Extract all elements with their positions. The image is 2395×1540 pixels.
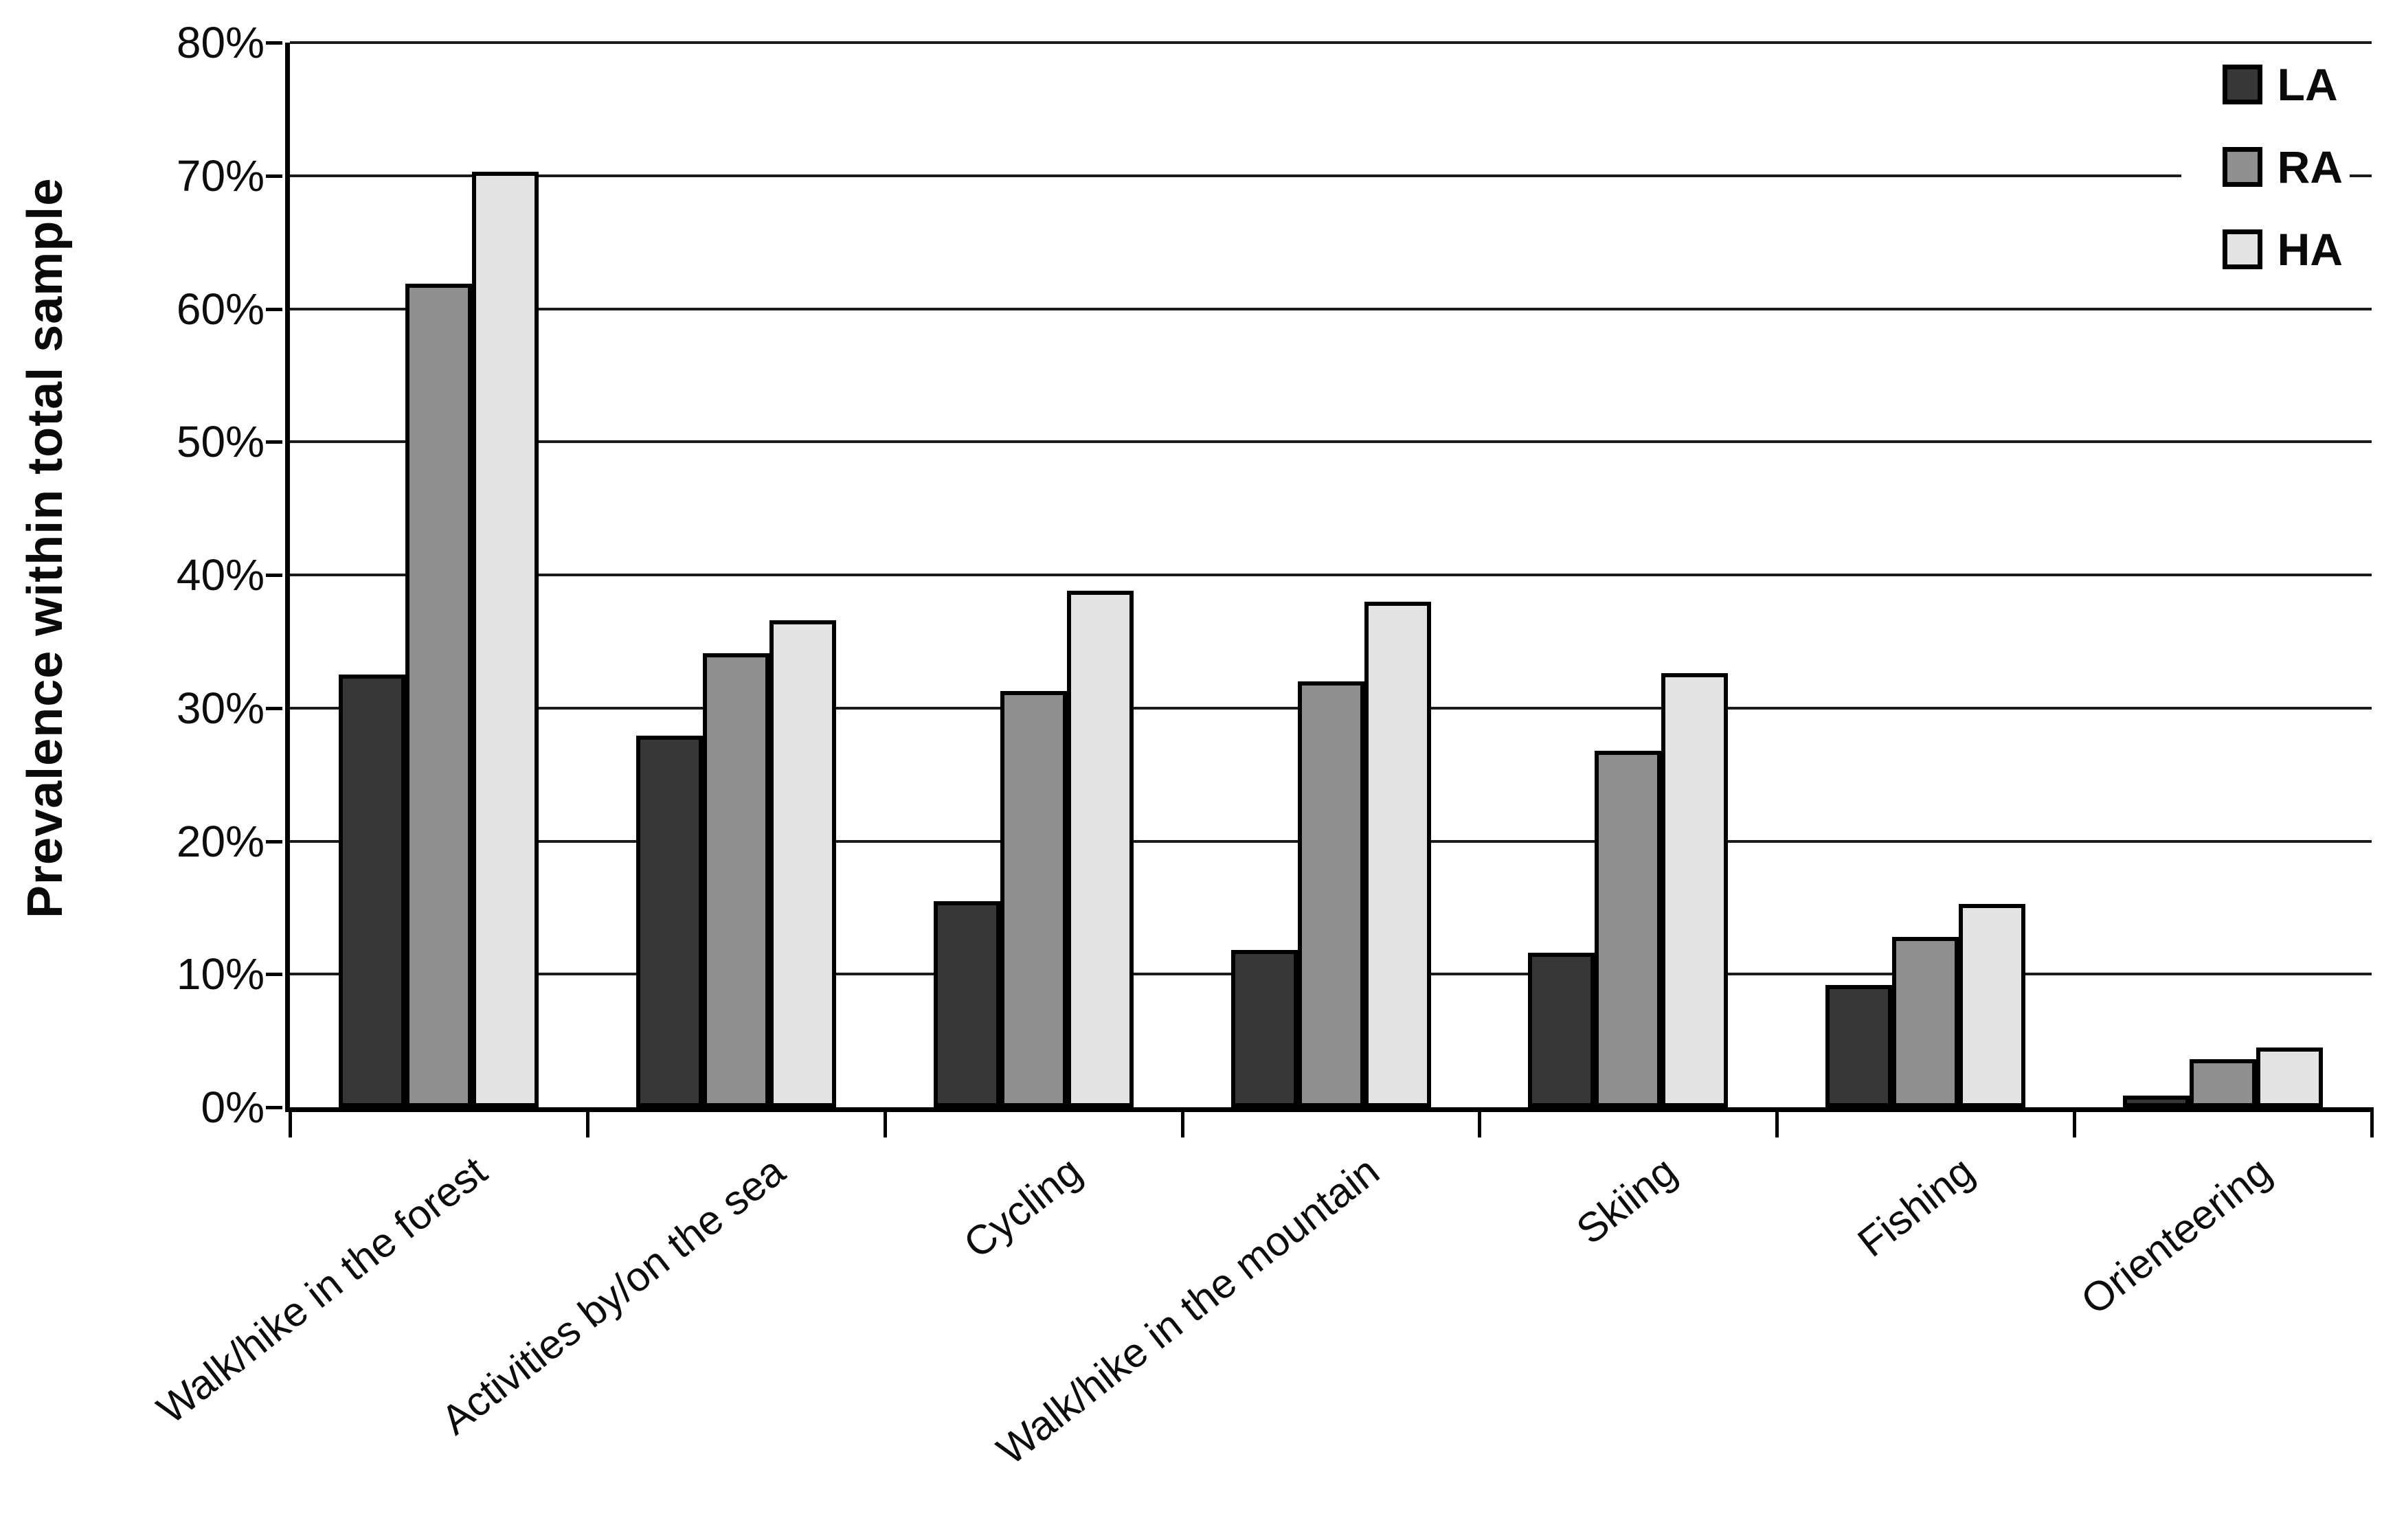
x-tick-mark-0 (289, 1107, 292, 1137)
y-tick-mark-10pct (266, 973, 282, 977)
y-tick-mark-60pct (266, 307, 282, 311)
x-tick-mark-4 (1478, 1107, 1482, 1137)
bar-la-5 (1825, 984, 1893, 1107)
y-tick-mark-80pct (266, 41, 282, 45)
bar-ra-5 (1892, 937, 1959, 1107)
y-tick-label-0pct: 0% (201, 1083, 265, 1132)
gridline-60pct (290, 307, 2372, 310)
bar-ra-3 (1297, 681, 1364, 1107)
y-tick-mark-20pct (266, 839, 282, 843)
bar-ra-2 (1000, 690, 1067, 1107)
x-tick-mark-5 (1775, 1107, 1779, 1137)
gridline-50pct (290, 440, 2372, 444)
legend-swatch-la-icon (2222, 65, 2262, 104)
bar-la-2 (933, 901, 1000, 1107)
bar-ha-1 (769, 620, 836, 1107)
legend-label-ha: HA (2277, 224, 2343, 275)
bar-ha-3 (1364, 601, 1431, 1107)
y-tick-label-40pct: 40% (176, 550, 265, 600)
gridline-70pct (290, 174, 2372, 177)
legend-swatch-ra-icon (2222, 147, 2262, 187)
bar-la-3 (1230, 950, 1298, 1107)
bar-ra-6 (2190, 1059, 2257, 1107)
x-tick-mark-7 (2370, 1107, 2374, 1137)
plot-area (285, 41, 2374, 1137)
x-axis-label-5: Fishing (1849, 1147, 1983, 1266)
y-tick-mark-0pct (266, 1106, 282, 1109)
bar-ha-4 (1661, 673, 1729, 1107)
x-axis-label-2: Cycling (955, 1147, 1091, 1267)
x-tick-mark-2 (883, 1107, 887, 1137)
bar-ha-6 (2256, 1047, 2324, 1107)
bar-ha-5 (1959, 903, 2026, 1107)
y-tick-label-80pct: 80% (176, 18, 265, 67)
legend: LA RA HA (2181, 55, 2350, 279)
y-tick-mark-70pct (266, 174, 282, 178)
bar-ha-0 (471, 171, 539, 1107)
gridline-80pct (290, 41, 2372, 44)
y-tick-label-20pct: 20% (176, 816, 265, 866)
x-axis-label-6: Orienteering (2073, 1147, 2280, 1324)
x-axis-label-4: Skiing (1568, 1147, 1685, 1254)
y-tick-mark-40pct (266, 574, 282, 577)
bar-la-0 (338, 675, 405, 1107)
y-tick-label-70pct: 70% (176, 150, 265, 201)
bar-ha-2 (1066, 591, 1134, 1107)
y-tick-label-10pct: 10% (176, 949, 265, 999)
y-tick-label-50pct: 50% (176, 417, 265, 467)
y-tick-mark-50pct (266, 440, 282, 444)
bar-la-4 (1528, 953, 1595, 1107)
legend-item-la: LA (2222, 59, 2343, 110)
x-tick-mark-1 (585, 1107, 589, 1137)
bar-ra-1 (702, 653, 769, 1107)
legend-item-ra: RA (2222, 141, 2343, 192)
bar-la-1 (636, 736, 703, 1107)
y-axis-title: Prevalence within total sample (18, 177, 73, 918)
y-tick-label-60pct: 60% (176, 284, 265, 334)
y-tick-mark-30pct (266, 706, 282, 710)
bar-ra-0 (405, 283, 472, 1107)
legend-item-ha: HA (2222, 224, 2343, 275)
y-tick-label-30pct: 30% (176, 683, 265, 733)
bar-ra-4 (1595, 750, 1662, 1107)
x-tick-mark-3 (1180, 1107, 1184, 1137)
bar-la-6 (2123, 1095, 2190, 1107)
legend-label-ra: RA (2277, 141, 2343, 192)
legend-swatch-ha-icon (2222, 229, 2262, 269)
legend-label-la: LA (2277, 59, 2338, 110)
x-tick-mark-6 (2073, 1107, 2077, 1137)
gridline-40pct (290, 574, 2372, 576)
x-axis-label-0: Walk/hike in the forest (148, 1147, 496, 1433)
